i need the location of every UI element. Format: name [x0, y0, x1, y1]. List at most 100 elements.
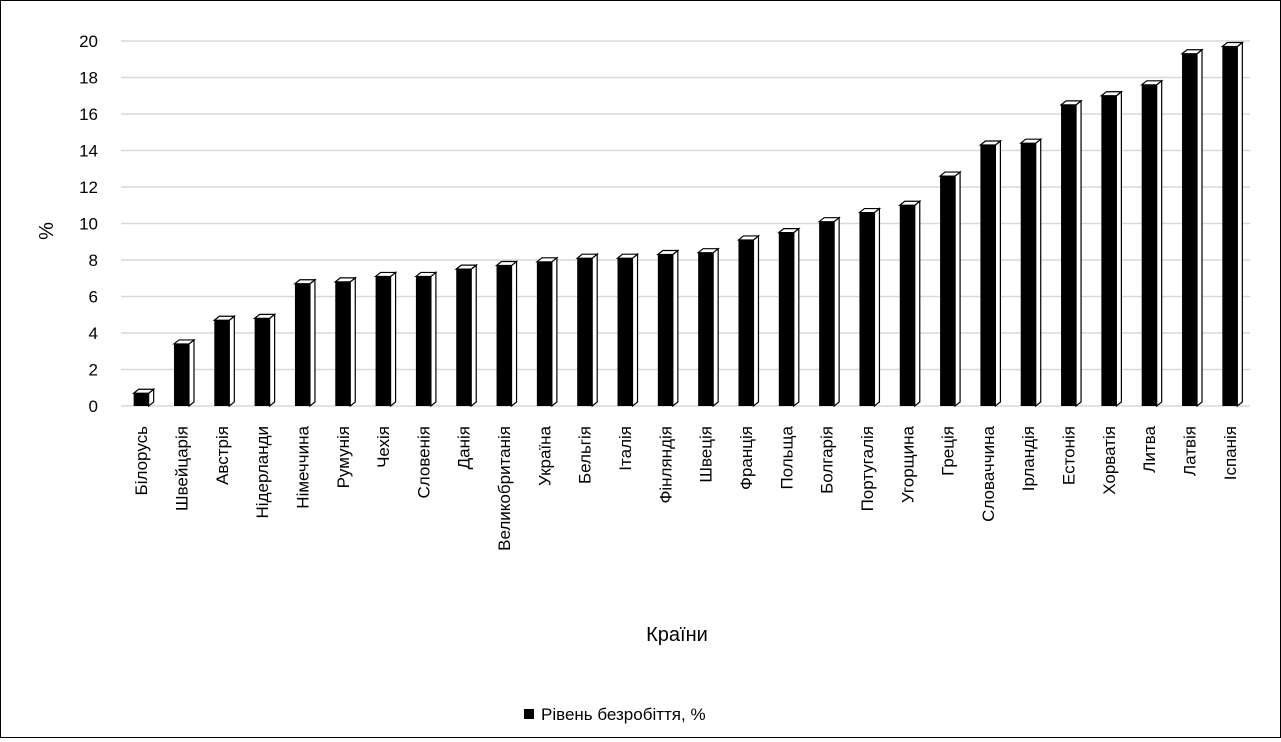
- bar: [535, 256, 559, 408]
- y-tick-label: 14: [79, 142, 98, 161]
- legend: Рівень безробіття, %: [524, 705, 706, 724]
- x-tick-label: Швеція: [697, 426, 716, 483]
- bar-side: [470, 263, 477, 408]
- bar: [414, 271, 438, 408]
- x-tick-label: Словаччина: [979, 425, 998, 521]
- bars: [131, 41, 1245, 408]
- y-tick-label: 18: [79, 69, 98, 88]
- legend-swatch: [524, 709, 534, 719]
- x-tick-label: Польща: [777, 425, 796, 489]
- bar: [1180, 48, 1204, 408]
- x-tick-label: Нідерланди: [253, 426, 272, 518]
- bar-front: [1222, 46, 1238, 406]
- bar-front: [335, 281, 351, 406]
- bar-side: [1075, 99, 1082, 408]
- bar-side: [269, 313, 276, 408]
- bar: [696, 247, 720, 408]
- x-tick-label: Іспанія: [1221, 426, 1240, 480]
- bar-side: [752, 234, 760, 408]
- bar-side: [430, 271, 437, 408]
- bar-front: [1061, 104, 1077, 406]
- bar-front: [1182, 53, 1198, 407]
- y-tick-label: 0: [89, 397, 98, 416]
- bar-front: [415, 276, 431, 406]
- bar-front: [899, 205, 915, 406]
- x-tick-label: Ірландія: [1019, 426, 1038, 491]
- x-tick-label: Фінляндія: [656, 426, 675, 504]
- x-tick-label: Великобританія: [495, 426, 514, 551]
- bar-front: [214, 320, 230, 406]
- bar: [777, 227, 801, 408]
- bar-front: [1141, 84, 1157, 407]
- bar: [575, 252, 599, 408]
- x-tick-label: Угорщина: [898, 425, 917, 503]
- bar-front: [456, 269, 472, 406]
- x-tick-label: Греція: [939, 426, 958, 476]
- bar: [494, 260, 519, 408]
- bar-side: [954, 170, 961, 408]
- bar: [615, 252, 640, 408]
- x-tick-label: Португалія: [858, 426, 877, 511]
- bar-side: [591, 252, 598, 408]
- bar: [898, 200, 922, 408]
- bar: [1059, 99, 1083, 408]
- y-tick-label: 2: [89, 361, 98, 380]
- bar: [172, 338, 196, 408]
- bar-side: [672, 249, 679, 408]
- x-tick-label: Румунія: [334, 426, 353, 488]
- bar: [817, 216, 841, 408]
- bar-front: [617, 258, 633, 406]
- bar-front: [133, 393, 149, 406]
- x-tick-label: Бельгія: [576, 426, 595, 484]
- bar-front: [254, 318, 270, 406]
- bar-side: [349, 276, 356, 408]
- y-tick-label: 10: [79, 215, 98, 234]
- bar-front: [1020, 143, 1036, 406]
- bar: [1099, 90, 1124, 408]
- bar-side: [712, 247, 719, 408]
- bar-front: [698, 252, 714, 406]
- bar-front: [819, 221, 835, 406]
- x-tick-label: Болгарія: [818, 426, 837, 494]
- bar: [978, 139, 1003, 408]
- x-axis-title: Країни: [646, 624, 708, 646]
- bar-side: [873, 207, 881, 408]
- bar: [1220, 41, 1245, 408]
- bar: [293, 278, 317, 408]
- bar-front: [536, 261, 552, 406]
- bar: [1139, 79, 1164, 408]
- bar-side: [1115, 90, 1122, 408]
- bar-side: [228, 314, 235, 408]
- x-tick-label: Білорусь: [132, 426, 151, 496]
- y-tick-label: 12: [79, 178, 98, 197]
- x-tick-label: Словенія: [414, 426, 433, 499]
- y-tick-label: 4: [89, 324, 98, 343]
- bar-front: [294, 283, 310, 406]
- bar-front: [375, 276, 391, 406]
- bar-front: [657, 254, 673, 406]
- bar-front: [738, 239, 754, 406]
- bar: [656, 249, 680, 408]
- bar: [212, 314, 237, 408]
- bar-front: [496, 265, 512, 406]
- y-tick-label: 20: [79, 32, 98, 51]
- y-tick-label: 16: [79, 105, 98, 124]
- bar-side: [389, 271, 397, 408]
- x-tick-label: Чехія: [374, 426, 393, 468]
- bar-side: [631, 252, 639, 408]
- bar-side: [188, 338, 195, 408]
- x-axis-ticks: Білорусь Швейцарія Австрія Нідерланди Німечч…: [132, 425, 1240, 550]
- x-tick-label: Данія: [455, 426, 474, 469]
- y-tick-label: 8: [89, 251, 98, 270]
- bar-side: [1035, 137, 1042, 408]
- y-axis-title: %: [36, 222, 58, 240]
- bar-front: [778, 232, 794, 406]
- bar: [1019, 137, 1043, 408]
- bar: [938, 170, 962, 408]
- bar-side: [309, 278, 316, 408]
- bar-side: [914, 200, 921, 408]
- bar-side: [1156, 79, 1163, 408]
- x-tick-label: Латвія: [1181, 426, 1200, 476]
